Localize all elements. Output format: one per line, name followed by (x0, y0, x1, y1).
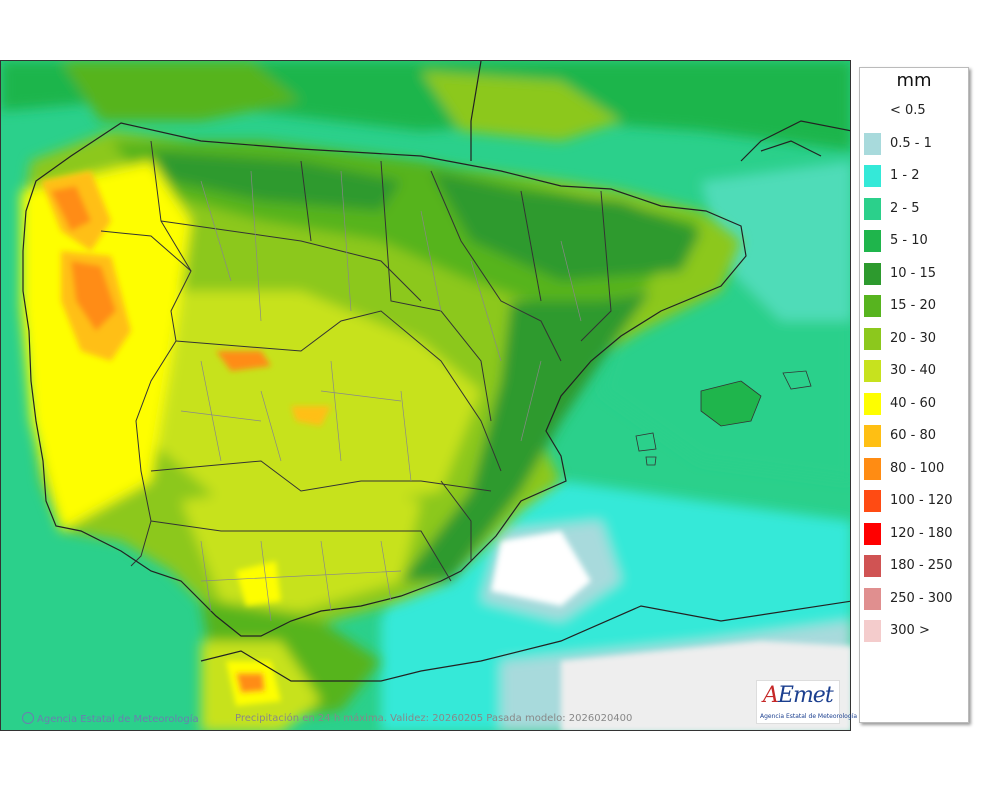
region-border-7 (580, 190, 612, 342)
map-footer: Precipitación en 24 h máxima. Validez: 2… (235, 713, 633, 724)
gibraltar-orange (236, 673, 265, 693)
legend-label: 120 - 180 (890, 525, 953, 541)
nw-atlantic-lime (61, 61, 301, 121)
ibiza-island (635, 432, 657, 452)
legend-swatch (864, 425, 881, 447)
aemet-logo-subtitle: Agencia Estatal de Meteorología (760, 713, 857, 720)
legend-swatch (864, 490, 881, 512)
legend-item: 1 - 2 (864, 165, 968, 187)
legend-item: 60 - 80 (864, 425, 968, 447)
legend-item: 5 - 10 (864, 230, 968, 252)
legend-item: 20 - 30 (864, 327, 968, 350)
legend-label: 15 - 20 (890, 298, 937, 313)
legend-item: 30 - 40 (864, 360, 968, 382)
region-border-10 (150, 520, 452, 582)
legend-item: 40 - 60 (864, 392, 968, 415)
legend-swatch (864, 457, 881, 480)
legend-label: 80 - 100 (890, 460, 945, 476)
formentera-island (645, 456, 657, 466)
legend-swatch (864, 262, 881, 285)
region-border-6 (520, 190, 542, 302)
legend-label: 60 - 80 (890, 428, 937, 443)
legend-item: 80 - 100 (864, 457, 968, 480)
precipitation-legend: mm < 0.5 0.5 - 1 1 - 2 2 - 5 5 - 10 10 - 15 15… (859, 67, 969, 723)
agency-credit: Agencia Estatal de Meteorología (22, 712, 199, 725)
portugal-border (100, 230, 192, 567)
portugal-red (71, 261, 116, 331)
legend-swatch (864, 197, 881, 220)
legend-item: 0.5 - 1 (864, 132, 968, 155)
legend-label: 30 - 40 (890, 363, 937, 378)
cantabric-dark (151, 151, 401, 211)
region-border-3 (300, 160, 312, 242)
legend-label: < 0.5 (890, 103, 926, 118)
legend-unit: mm (896, 70, 932, 91)
aemet-logo-wordmark: AEmet (763, 683, 834, 708)
east-med-pale (701, 161, 850, 321)
legend-item: 15 - 20 (864, 295, 968, 317)
legend-item: 10 - 15 (864, 262, 968, 285)
coastline-africa (200, 600, 850, 682)
legend-swatch (864, 555, 881, 577)
region-border-8 (175, 310, 502, 472)
legend-label: 10 - 15 (890, 265, 937, 281)
legend-item: 2 - 5 (864, 197, 968, 220)
andalusia-yellow-spot (236, 561, 281, 606)
pyrenees-dark (431, 171, 701, 281)
galicia-red (51, 186, 91, 231)
precipitation-map (0, 60, 851, 731)
coastline-italy (760, 140, 822, 157)
legend-item: 250 - 300 (864, 587, 968, 610)
region-border-5 (430, 170, 562, 362)
legend-label: 1 - 2 (890, 168, 920, 183)
toledo-orange (291, 406, 331, 426)
aemet-logo: AEmet Agencia Estatal de Meteorología (756, 680, 857, 724)
legend-label: 5 - 10 (890, 233, 928, 248)
mallorca-island (700, 380, 762, 427)
legend-swatch (864, 392, 881, 415)
legend-swatch (864, 165, 881, 187)
legend-label: 180 - 250 (890, 558, 953, 573)
menorca-island (782, 370, 812, 390)
legend-item: 180 - 250 (864, 555, 968, 577)
coastline-iberia (22, 122, 747, 637)
region-border-9 (150, 460, 492, 492)
central-orange (216, 351, 271, 371)
agency-credit-text: Agencia Estatal de Meteorología (37, 714, 199, 725)
region-border-11 (440, 480, 472, 561)
legend-item: < 0.5 (864, 100, 968, 122)
legend-label: 2 - 5 (890, 200, 920, 216)
balearic-islands (635, 370, 812, 466)
med-dry-white (491, 531, 591, 606)
legend-swatch (864, 230, 881, 252)
legend-label: 40 - 60 (890, 395, 937, 411)
legend-swatch (864, 620, 881, 642)
copyright-icon (22, 712, 34, 724)
legend-label: 300 > (890, 623, 930, 638)
legend-label: 0.5 - 1 (890, 135, 932, 151)
legend-swatch (864, 295, 881, 317)
legend-swatch (864, 587, 881, 610)
legend-swatch (864, 100, 881, 122)
coastline-france (470, 61, 482, 161)
legend-item: 120 - 180 (864, 522, 968, 545)
legend-label: 100 - 120 (890, 493, 953, 508)
legend-swatch (864, 360, 881, 382)
region-border-2 (160, 220, 422, 302)
province-lines (180, 170, 582, 622)
legend-item: 300 > (864, 620, 968, 642)
legend-swatch (864, 132, 881, 155)
legend-label: 250 - 300 (890, 590, 953, 606)
legend-label: 20 - 30 (890, 330, 937, 346)
legend-swatch (864, 522, 881, 545)
coastline-france-south (740, 120, 850, 162)
legend-swatch (864, 327, 881, 350)
legend-item: 100 - 120 (864, 490, 968, 512)
